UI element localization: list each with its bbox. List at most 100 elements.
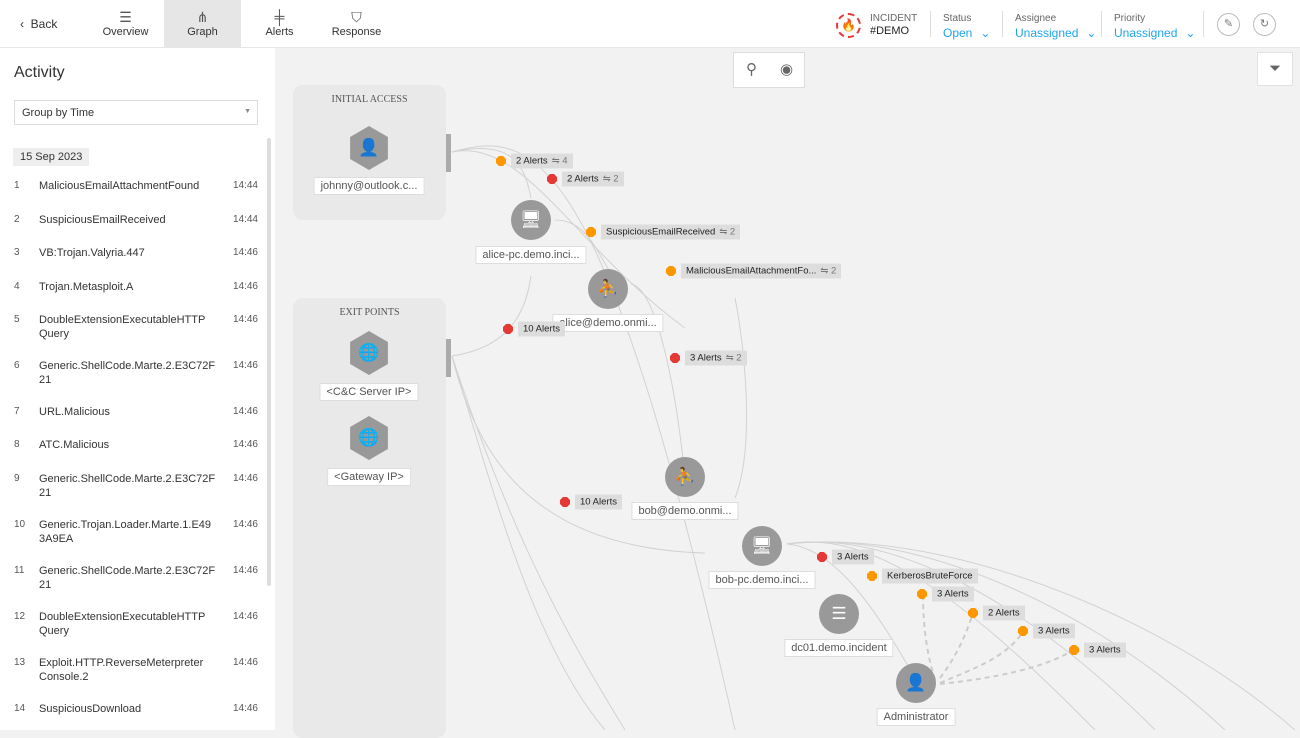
list-item[interactable]: 1 MaliciousEmailAttachmentFound 14:44 <box>14 179 264 193</box>
list-item[interactable]: 7 URL.Malicious 14:46 <box>14 405 264 419</box>
node-label[interactable]: alice@demo.onmi... <box>552 314 664 332</box>
server-icon[interactable]: ☰ <box>819 594 859 634</box>
alert-orange-dot[interactable] <box>666 266 676 276</box>
list-item[interactable]: 8 ATC.Malicious 14:46 <box>14 438 264 452</box>
link-icon: ⇋ <box>719 226 730 238</box>
alert-red-dot[interactable] <box>503 324 513 334</box>
node-label[interactable]: johnny@outlook.c... <box>313 177 425 195</box>
computer-icon[interactable]: 🖥 <box>511 200 551 240</box>
alert-chip[interactable]: KerberosBruteForce <box>882 568 978 584</box>
alert-orange-dot[interactable] <box>968 608 978 618</box>
alert-red-dot[interactable] <box>817 552 827 562</box>
list-item[interactable]: 6 Generic.ShellCode.Marte.2.E3C72F 21 14:4… <box>14 359 264 387</box>
alert-chip[interactable]: 3 Alerts ⇋ 2 <box>685 350 747 366</box>
alert-orange-dot[interactable] <box>586 227 596 237</box>
alert-chip[interactable]: 2 Alerts ⇋ 4 <box>511 153 573 169</box>
node-label[interactable]: bob@demo.onmi... <box>631 502 739 520</box>
node-label[interactable]: bob-pc.demo.inci... <box>708 571 816 589</box>
alert-label: 2 Alerts <box>988 607 1020 619</box>
alert-red-dot[interactable] <box>670 353 680 363</box>
alert-orange-dot[interactable] <box>917 589 927 599</box>
visibility-button[interactable]: ◉ <box>769 53 804 87</box>
admin-icon[interactable]: 👤 <box>896 663 936 703</box>
item-number: 13 <box>14 657 26 668</box>
node-label[interactable]: <C&C Server IP> <box>319 383 419 401</box>
tab-graph[interactable]: ⋔ Graph <box>164 0 241 48</box>
status-dropdown[interactable]: Status Open ⌄ <box>943 12 990 40</box>
list-item[interactable]: 11 Generic.ShellCode.Marte.2.E3C72F 21 14:… <box>14 564 264 592</box>
alert-orange-dot[interactable] <box>1018 626 1028 636</box>
alert-label: 3 Alerts <box>937 588 969 600</box>
list-item[interactable]: 13 Exploit.HTTP.ReverseMeterpreter Consol… <box>14 656 264 684</box>
alert-label: 3 Alerts <box>837 551 869 563</box>
list-item[interactable]: 4 Trojan.Metasploit.A 14:46 <box>14 280 264 294</box>
item-time: 14:46 <box>232 360 258 371</box>
alert-orange-dot[interactable] <box>867 571 877 581</box>
back-button[interactable]: ‹ Back <box>20 17 58 31</box>
globe-icon[interactable]: 🌐 <box>350 331 388 375</box>
list-item[interactable]: 12 DoubleExtensionExecutableHTTP Query 14:… <box>14 610 264 638</box>
graph-edges <box>451 145 1296 730</box>
alert-orange-dot[interactable] <box>496 156 506 166</box>
computer-icon[interactable]: 🖥 <box>742 526 782 566</box>
list-item[interactable]: 2 SuspiciousEmailReceived 14:44 <box>14 213 264 227</box>
node-label[interactable]: alice-pc.demo.inci... <box>475 246 587 264</box>
user-icon[interactable]: ⛹ <box>588 269 628 309</box>
alert-chip[interactable]: 3 Alerts <box>932 586 974 602</box>
alert-chip[interactable]: 10 Alerts <box>575 494 622 510</box>
column-title: INITIAL ACCESS <box>331 94 408 105</box>
alert-label: 3 Alerts <box>1038 625 1070 637</box>
alert-chip[interactable]: 2 Alerts ⇋ 2 <box>562 171 624 187</box>
item-label: ATC.Malicious <box>39 439 110 451</box>
alert-chip[interactable]: SuspiciousEmailReceived ⇋ 2 <box>601 224 741 240</box>
item-number: 11 <box>14 565 25 576</box>
alert-red-dot[interactable] <box>547 174 557 184</box>
list-item[interactable]: 14 SuspiciousDownload 14:46 <box>14 702 264 716</box>
alert-orange-dot[interactable] <box>1069 645 1079 655</box>
search-button[interactable]: ⚲ <box>734 53 769 87</box>
globe-icon[interactable]: 🌐 <box>350 416 388 460</box>
user-icon[interactable]: ⛹ <box>665 457 705 497</box>
alert-chip[interactable]: 10 Alerts <box>518 321 565 337</box>
alert-red-dot[interactable] <box>560 497 570 507</box>
list-item[interactable]: 3 VB:Trojan.Valyria.447 14:46 <box>14 246 264 260</box>
eye-icon: ◉ <box>779 61 794 78</box>
item-number: 7 <box>14 406 20 417</box>
assignee-dropdown[interactable]: Assignee Unassigned ⌄ <box>1015 12 1096 40</box>
alert-chip[interactable]: 3 Alerts <box>832 549 874 565</box>
tab-response[interactable]: ⛉ Response <box>318 0 395 48</box>
edit-button[interactable]: ✎ <box>1217 13 1240 36</box>
list-item[interactable]: 9 Generic.ShellCode.Marte.2.E3C72F 21 14:4… <box>14 472 264 500</box>
alert-chip[interactable]: MaliciousEmailAttachmentFo... ⇋ 2 <box>681 263 842 279</box>
item-time: 14:46 <box>232 406 258 417</box>
item-label: VB:Trojan.Valyria.447 <box>39 247 145 259</box>
filter-icon: ⏷ <box>1268 60 1281 77</box>
scrollbar[interactable] <box>267 138 271 586</box>
item-time: 14:46 <box>232 657 258 668</box>
group-by-select[interactable]: Group by Time ▼ <box>14 100 258 125</box>
count-value: 4 <box>562 155 568 167</box>
caret-down-icon: ▼ <box>244 108 251 115</box>
alert-chip[interactable]: 2 Alerts <box>983 605 1025 621</box>
refresh-button[interactable]: ↻ <box>1253 13 1276 36</box>
item-number: 10 <box>14 519 26 530</box>
alert-chip[interactable]: 3 Alerts <box>1033 623 1075 639</box>
list-item[interactable]: 5 DoubleExtensionExecutableHTTP Query 14:4… <box>14 313 264 341</box>
priority-label: Priority <box>1114 13 1146 24</box>
node-label[interactable]: dc01.demo.incident <box>784 639 894 657</box>
item-number: 12 <box>14 611 26 622</box>
item-time: 14:46 <box>232 473 258 484</box>
alert-chip[interactable]: 3 Alerts <box>1084 642 1126 658</box>
edit-icon: ✎ <box>1223 18 1234 30</box>
incident-id: #DEMO <box>870 25 910 37</box>
node-label[interactable]: <Gateway IP> <box>327 468 411 486</box>
priority-dropdown[interactable]: Priority Unassigned ⌄ <box>1114 12 1195 40</box>
tab-alerts[interactable]: ╪ Alerts <box>241 0 318 48</box>
item-time: 14:44 <box>232 214 258 225</box>
list-item[interactable]: 10 Generic.Trojan.Loader.Marte.1.E49 3A9E… <box>14 518 264 546</box>
filter-button[interactable]: ⏷ <box>1257 52 1293 86</box>
tab-overview[interactable]: ☰ Overview <box>87 0 164 48</box>
node-label[interactable]: Administrator <box>876 708 956 726</box>
link-icon: ⇋ <box>551 155 563 167</box>
item-label: SuspiciousDownload <box>39 703 142 715</box>
